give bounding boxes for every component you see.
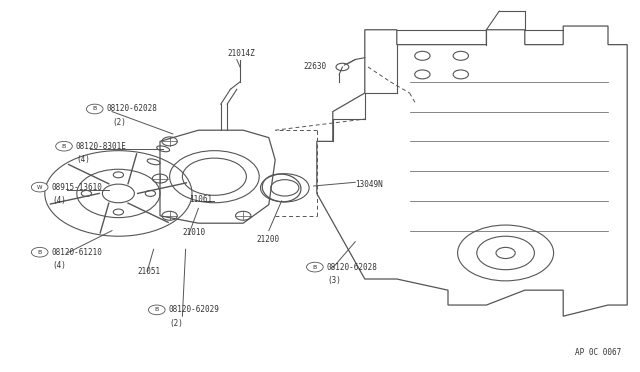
Circle shape xyxy=(31,182,48,192)
Text: AP 0C 0067: AP 0C 0067 xyxy=(575,348,621,357)
Text: (4): (4) xyxy=(52,262,67,270)
Text: 08915-13610: 08915-13610 xyxy=(51,183,102,192)
Text: B: B xyxy=(313,264,317,270)
Text: 11061: 11061 xyxy=(189,195,212,203)
Text: (3): (3) xyxy=(328,276,342,285)
Text: 08120-8301E: 08120-8301E xyxy=(76,142,126,151)
Text: 21010: 21010 xyxy=(182,228,205,237)
Circle shape xyxy=(86,104,103,114)
Text: (2): (2) xyxy=(170,319,184,328)
Text: (4): (4) xyxy=(77,155,91,164)
Text: 13049N: 13049N xyxy=(355,180,383,189)
Text: 08120-62028: 08120-62028 xyxy=(106,105,157,113)
Text: 21051: 21051 xyxy=(138,267,161,276)
Text: (4): (4) xyxy=(52,196,67,205)
Circle shape xyxy=(148,305,165,315)
Text: 08120-61210: 08120-61210 xyxy=(51,248,102,257)
Text: B: B xyxy=(62,144,66,149)
Circle shape xyxy=(56,141,72,151)
Text: 21014Z: 21014Z xyxy=(227,49,255,58)
Text: (2): (2) xyxy=(112,118,126,127)
Text: B: B xyxy=(155,307,159,312)
Circle shape xyxy=(307,262,323,272)
Text: 08120-62029: 08120-62029 xyxy=(168,305,219,314)
Text: 21200: 21200 xyxy=(256,235,279,244)
Text: B: B xyxy=(93,106,97,112)
Text: W: W xyxy=(37,185,42,190)
Text: 08120-62028: 08120-62028 xyxy=(326,263,377,272)
Text: B: B xyxy=(38,250,42,255)
Circle shape xyxy=(31,247,48,257)
Text: 22630: 22630 xyxy=(303,62,326,71)
